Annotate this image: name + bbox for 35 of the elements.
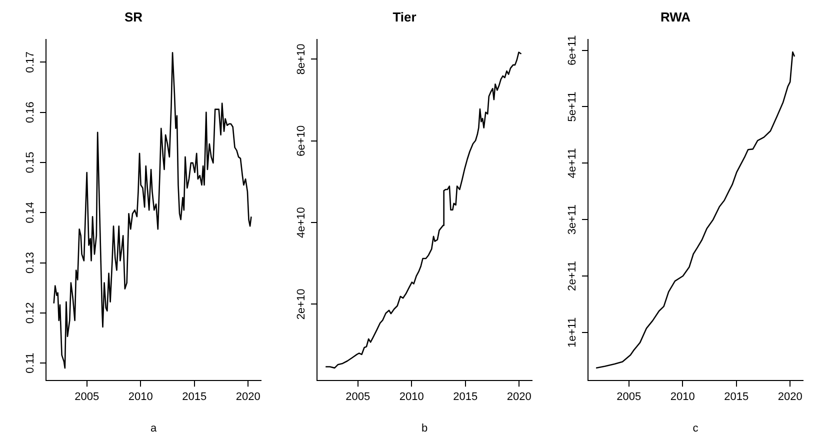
y-tick-label: 2e+11 <box>566 260 579 292</box>
chart-title: Tier <box>392 9 416 24</box>
y-tick-label: 5e+11 <box>566 92 579 122</box>
x-tick-label: 2015 <box>182 391 207 404</box>
y-tick-label: 2e+10 <box>296 288 308 320</box>
y-tick-label: 0.17 <box>24 51 37 73</box>
y-tick-label: 0.13 <box>24 252 37 274</box>
y-tick-label: 0.11 <box>24 352 37 374</box>
x-axis-title: a <box>150 422 158 434</box>
chart-title: SR <box>124 9 144 24</box>
y-tick-label: 0.14 <box>24 202 37 224</box>
x-tick-label: 2020 <box>778 391 802 404</box>
y-tick-label: 4e+10 <box>296 207 308 238</box>
x-tick-label: 2015 <box>453 391 478 404</box>
chart-title: RWA <box>660 9 692 24</box>
y-tick-label: 4e+11 <box>566 148 579 178</box>
x-tick-label: 2010 <box>128 391 153 404</box>
y-tick-label: 1e+11 <box>566 317 579 348</box>
x-tick-label: 2010 <box>670 391 695 404</box>
x-tick-label: 2010 <box>399 391 424 404</box>
x-tick-label: 2005 <box>74 391 100 404</box>
y-tick-label: 6e+10 <box>296 125 308 156</box>
y-tick-label: 3e+11 <box>566 204 579 235</box>
y-tick-label: 0.12 <box>24 302 37 324</box>
x-tick-label: 2020 <box>506 391 532 404</box>
x-tick-label: 2005 <box>346 391 370 404</box>
x-axis-title: c <box>692 422 699 434</box>
y-tick-label: 0.16 <box>24 102 37 124</box>
y-tick-label: 0.15 <box>24 152 37 174</box>
y-tick-label: 6e+11 <box>566 35 579 66</box>
x-tick-label: 2020 <box>236 391 260 404</box>
x-tick-label: 2015 <box>724 391 749 404</box>
x-axis-title: b <box>421 422 428 434</box>
x-tick-label: 2005 <box>616 391 642 404</box>
y-tick-label: 8e+10 <box>296 44 308 75</box>
